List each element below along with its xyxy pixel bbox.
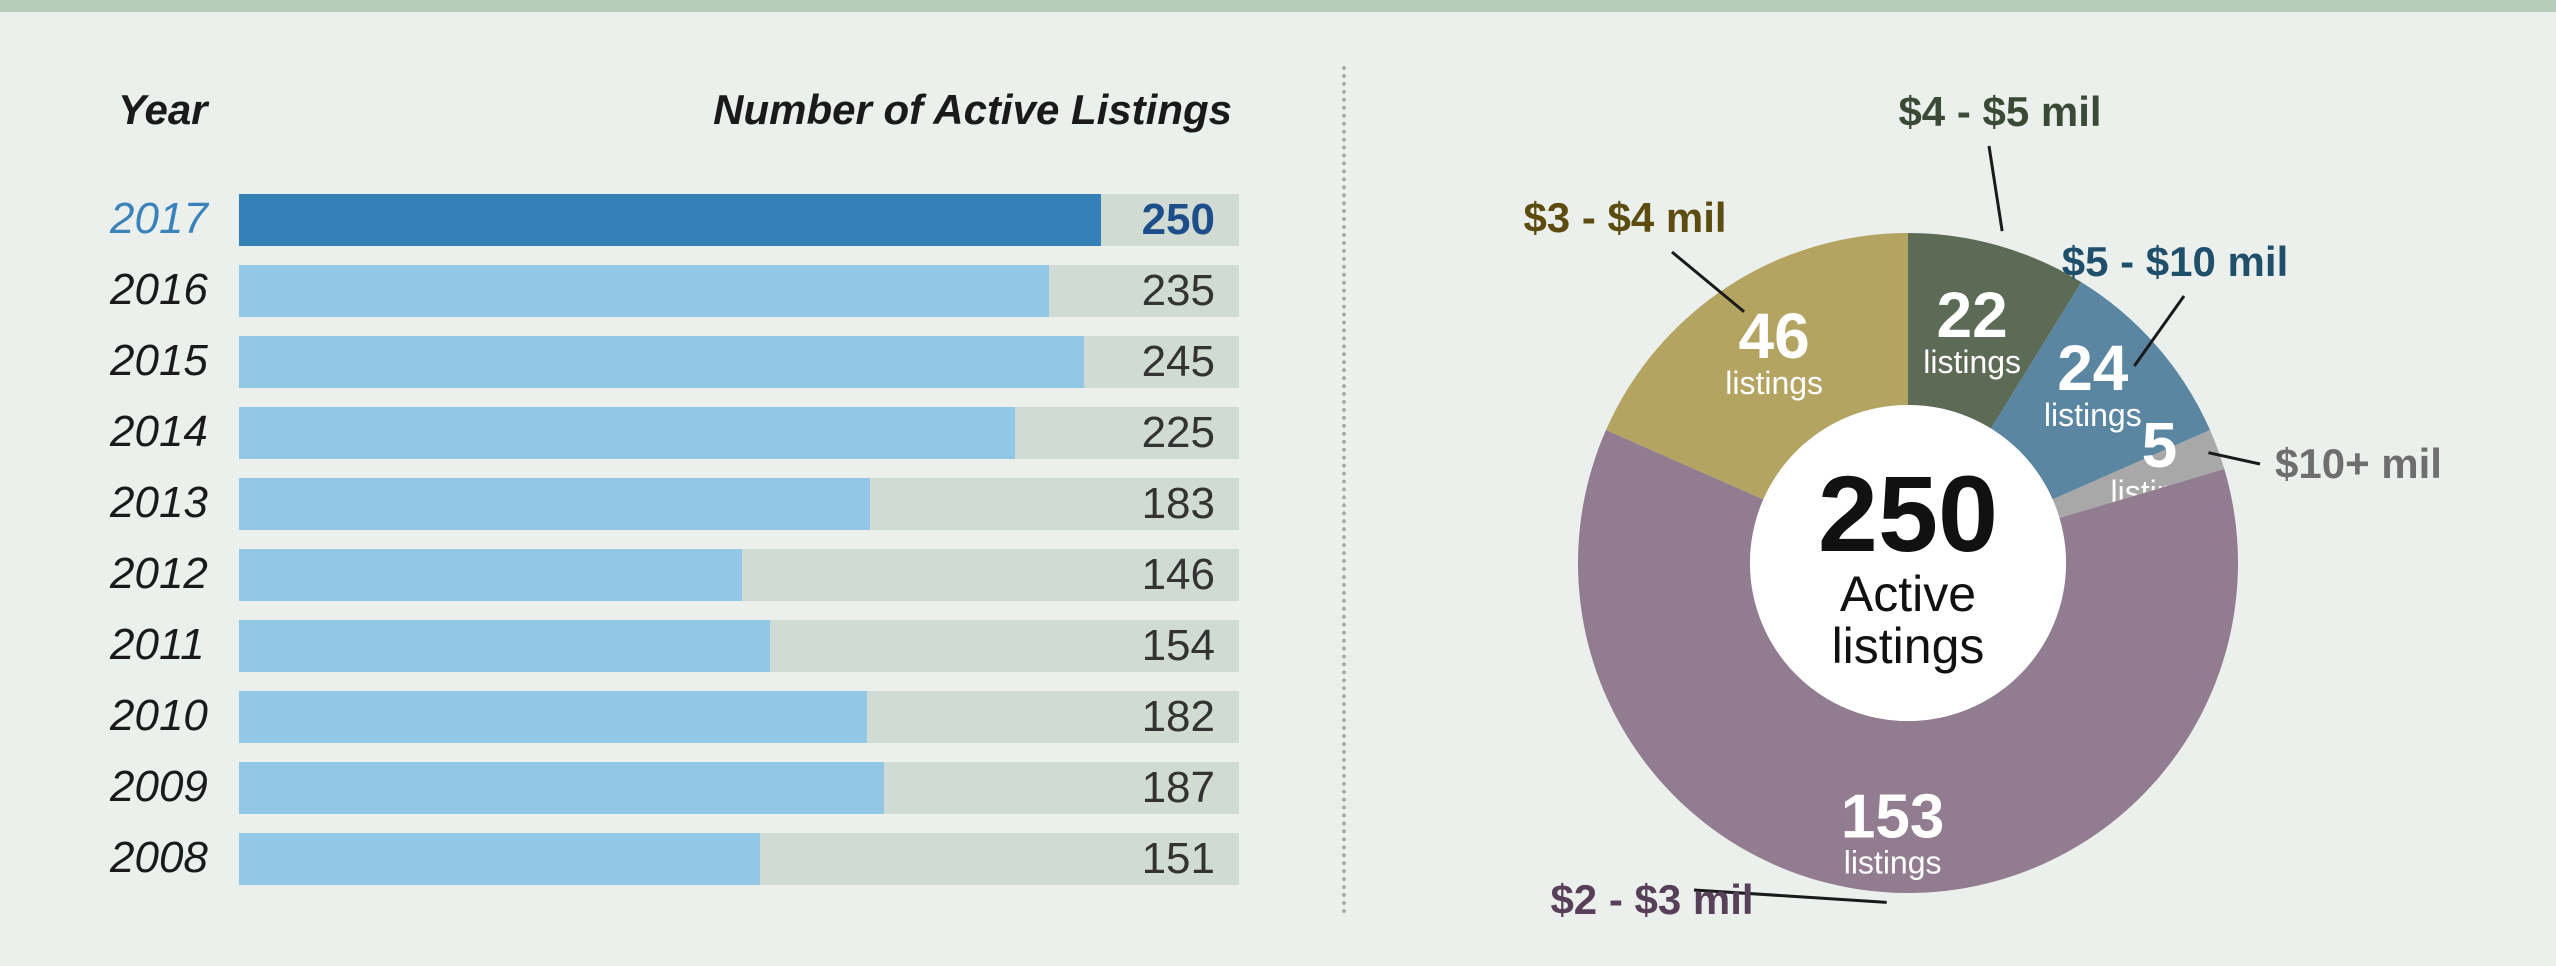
center-total-value: 250 — [1818, 453, 1998, 574]
bar — [239, 478, 871, 530]
center-label-line: Active — [1840, 566, 1976, 622]
bar-track: 225 — [239, 407, 1239, 459]
bar-track: 146 — [239, 549, 1239, 601]
center-label-line: listings — [1832, 618, 1985, 674]
bar — [239, 194, 1102, 246]
slice-unit-label: listings — [1725, 365, 1823, 401]
slice-category-label: $10+ mil — [2275, 440, 2442, 487]
slice-value-label: 153 — [1841, 783, 1944, 852]
donut-center — [1750, 405, 2066, 721]
leader-line — [1693, 888, 1887, 904]
bar-row-2008: 2008 151 — [0, 831, 1250, 885]
slice-value-label: 46 — [1739, 300, 1810, 372]
top-accent-band — [0, 0, 2556, 12]
bar-track: 183 — [239, 478, 1239, 530]
year-label: 2014 — [110, 407, 208, 456]
year-label: 2016 — [110, 265, 208, 314]
bar-track: 245 — [239, 336, 1239, 388]
bar-row-2013: 2013 183 — [0, 476, 1250, 530]
slice-value-label: 22 — [1937, 279, 2008, 351]
bar — [239, 833, 760, 885]
bar-row-2009: 2009 187 — [0, 760, 1250, 814]
slice-category-label: $4 - $5 mil — [1898, 88, 2101, 135]
bar — [239, 549, 743, 601]
bar-value-label: 235 — [1141, 266, 1215, 315]
bar — [239, 762, 884, 814]
bar-row-2010: 2010 182 — [0, 689, 1250, 743]
year-label: 2015 — [110, 336, 208, 385]
section-divider — [1342, 66, 1346, 914]
bar-track: 182 — [239, 691, 1239, 743]
leader-line — [1671, 250, 1746, 313]
slice-category-label: $5 - $10 mil — [2062, 238, 2288, 285]
listings-axis-header: Number of Active Listings — [713, 86, 1232, 133]
bar — [239, 691, 867, 743]
bar-value-label: 182 — [1141, 692, 1215, 741]
bar-row-2011: 2011 154 — [0, 618, 1250, 672]
year-label: 2011 — [110, 620, 205, 669]
bar-value-label: 187 — [1141, 763, 1215, 812]
year-label: 2009 — [110, 762, 208, 811]
year-label: 2012 — [110, 549, 208, 598]
leader-line — [1987, 145, 2004, 232]
bar-value-label: 151 — [1141, 834, 1215, 883]
bar-track: 154 — [239, 620, 1239, 672]
slice-category-label: $2 - $3 mil — [1550, 876, 1753, 923]
bar-track: 187 — [239, 762, 1239, 814]
slice-value-label: 5 — [2142, 409, 2178, 481]
pie-slice — [1605, 233, 1908, 500]
bar-track: 235 — [239, 265, 1239, 317]
year-label: 2017 — [110, 194, 208, 243]
leader-line — [2133, 295, 2186, 367]
bar-row-2017: 2017 250 — [0, 192, 1250, 246]
leader-line — [2208, 451, 2261, 466]
pie-slice — [1908, 233, 2082, 429]
bar-row-2012: 2012 146 — [0, 547, 1250, 601]
pie-slice — [1990, 282, 2211, 500]
slice-unit-label: listings — [2044, 397, 2142, 433]
slice-value-label: 24 — [2057, 332, 2129, 404]
bar — [239, 265, 1050, 317]
year-label: 2010 — [110, 691, 208, 740]
year-axis-header: Year — [118, 86, 208, 133]
bar — [239, 336, 1084, 388]
bar-row-2014: 2014 225 — [0, 405, 1250, 459]
bar-value-label: 183 — [1141, 479, 1215, 528]
slice-unit-label: listings — [1923, 344, 2021, 380]
bar-track: 250 — [239, 194, 1239, 246]
bar-row-2016: 2016 235 — [0, 263, 1250, 317]
bar-row-2015: 2015 245 — [0, 334, 1250, 388]
bar-track: 151 — [239, 833, 1239, 885]
bar-value-label: 154 — [1141, 621, 1215, 670]
bar-value-label: 250 — [1141, 195, 1215, 244]
bar-value-label: 146 — [1141, 550, 1215, 599]
bar-value-label: 245 — [1141, 337, 1215, 386]
year-label: 2008 — [110, 833, 208, 882]
bar — [239, 620, 771, 672]
slice-category-label: $3 - $4 mil — [1523, 194, 1726, 241]
bar — [239, 407, 1015, 459]
pie-slice — [2052, 430, 2225, 518]
bar-value-label: 225 — [1141, 408, 1215, 457]
pie-slice — [1578, 430, 2238, 893]
slice-unit-label: listings — [1844, 845, 1942, 881]
year-label: 2013 — [110, 478, 208, 527]
